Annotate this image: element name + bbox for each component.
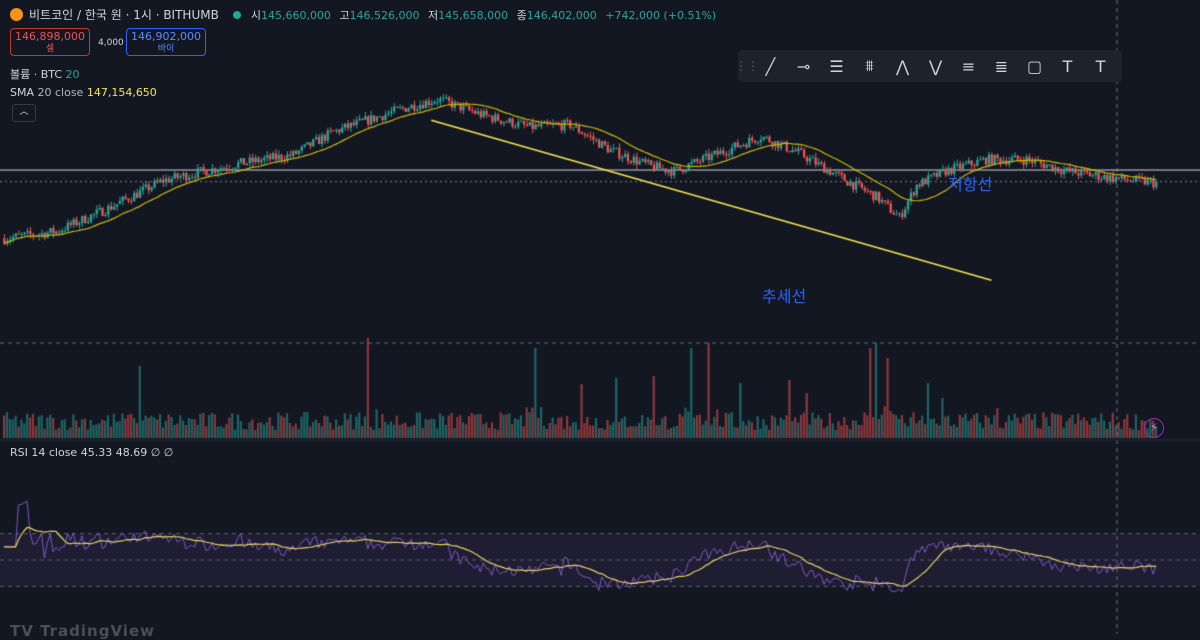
text-anchor-icon[interactable]: T <box>1095 56 1106 76</box>
sell-button[interactable]: 146,898,000 셀 <box>10 28 90 56</box>
collapse-legend-button[interactable]: ︿ <box>12 104 36 122</box>
sell-price: 146,898,000 <box>15 30 85 43</box>
low-value: 145,658,000 <box>438 8 509 22</box>
rsi-legend-params: 14 close <box>31 446 78 459</box>
tradingview-watermark: TV TradingView <box>10 622 155 640</box>
text-icon[interactable]: T <box>1062 56 1073 76</box>
low-key: 저 <box>428 8 439 22</box>
sell-label: 셀 <box>45 44 55 54</box>
horizontal-ray-icon[interactable]: ⊸ <box>796 56 811 76</box>
volume-legend-label: 볼륨 · BTC <box>10 68 63 81</box>
trendline-label[interactable]: 추세선 <box>762 287 807 306</box>
volume-legend[interactable]: 볼륨 · BTC 20 <box>10 66 80 82</box>
bitcoin-icon <box>10 8 23 21</box>
buy-button[interactable]: 146,902,000 바이 <box>126 28 206 56</box>
spread-value: 4,000 <box>98 38 124 48</box>
high-key: 고 <box>339 8 350 22</box>
parallel-channel-icon[interactable]: ☰ <box>829 56 844 76</box>
rsi-empty-2: ∅ <box>163 446 174 459</box>
rsi-legend-label: RSI <box>10 446 28 459</box>
rsi-legend[interactable]: RSI 14 close 45.33 48.69 ∅ ∅ <box>10 446 173 459</box>
buy-label: 바이 <box>157 44 175 54</box>
symbol-title[interactable]: 비트코인 / 한국 원 · 1시 · BITHUMB <box>29 8 219 22</box>
drawing-toolbar: ⋮⋮ ╱ ⊸ ☰ ⩩ ⋀ ⋁ ≡ ≣ ▢ T T <box>735 50 1122 82</box>
open-key: 시 <box>250 8 261 22</box>
fib-retracement-icon[interactable]: ⩩ <box>865 56 874 75</box>
high-value: 146,526,000 <box>349 8 420 22</box>
rsi-empty-1: ∅ <box>150 446 161 459</box>
close-key: 종 <box>516 8 527 22</box>
open-value: 145,660,000 <box>260 8 331 22</box>
sma-legend[interactable]: SMA 20 close 147,154,650 <box>10 86 157 99</box>
long-position-icon[interactable]: ≡ <box>961 56 976 76</box>
close-value: 146,402,000 <box>526 8 597 22</box>
lightning-icon[interactable]: ⚡ <box>1144 418 1164 438</box>
buy-price: 146,902,000 <box>131 30 201 43</box>
resistance-label[interactable]: 저항선 <box>948 175 993 194</box>
drag-handle-icon[interactable]: ⋮⋮ <box>735 59 759 73</box>
rectangle-icon[interactable]: ▢ <box>1026 56 1043 76</box>
volume-legend-value: 20 <box>65 68 80 81</box>
xabcd-pattern-icon[interactable]: ⋀ <box>895 56 910 76</box>
trend-line-icon[interactable]: ╱ <box>765 56 776 76</box>
chevron-up-icon: ︿ <box>19 107 29 117</box>
rsi-ma-value: 48.69 <box>115 446 148 459</box>
change-value: +742,000 (+0.51%) <box>605 8 717 22</box>
rsi-value: 45.33 <box>80 446 113 459</box>
sma-legend-params: 20 close <box>37 86 84 99</box>
market-open-icon <box>232 10 241 19</box>
sma-legend-value: 147,154,650 <box>86 86 157 99</box>
abcd-pattern-icon[interactable]: ⋁ <box>928 56 943 76</box>
symbol-header: 비트코인 / 한국 원 · 1시 · BITHUMB 시145,660,000 … <box>10 6 721 23</box>
short-position-icon[interactable]: ≣ <box>994 56 1009 76</box>
ohlc-readout: 시145,660,000 고146,526,000 저145,658,000 종… <box>251 7 721 23</box>
sma-legend-label: SMA <box>10 86 34 99</box>
